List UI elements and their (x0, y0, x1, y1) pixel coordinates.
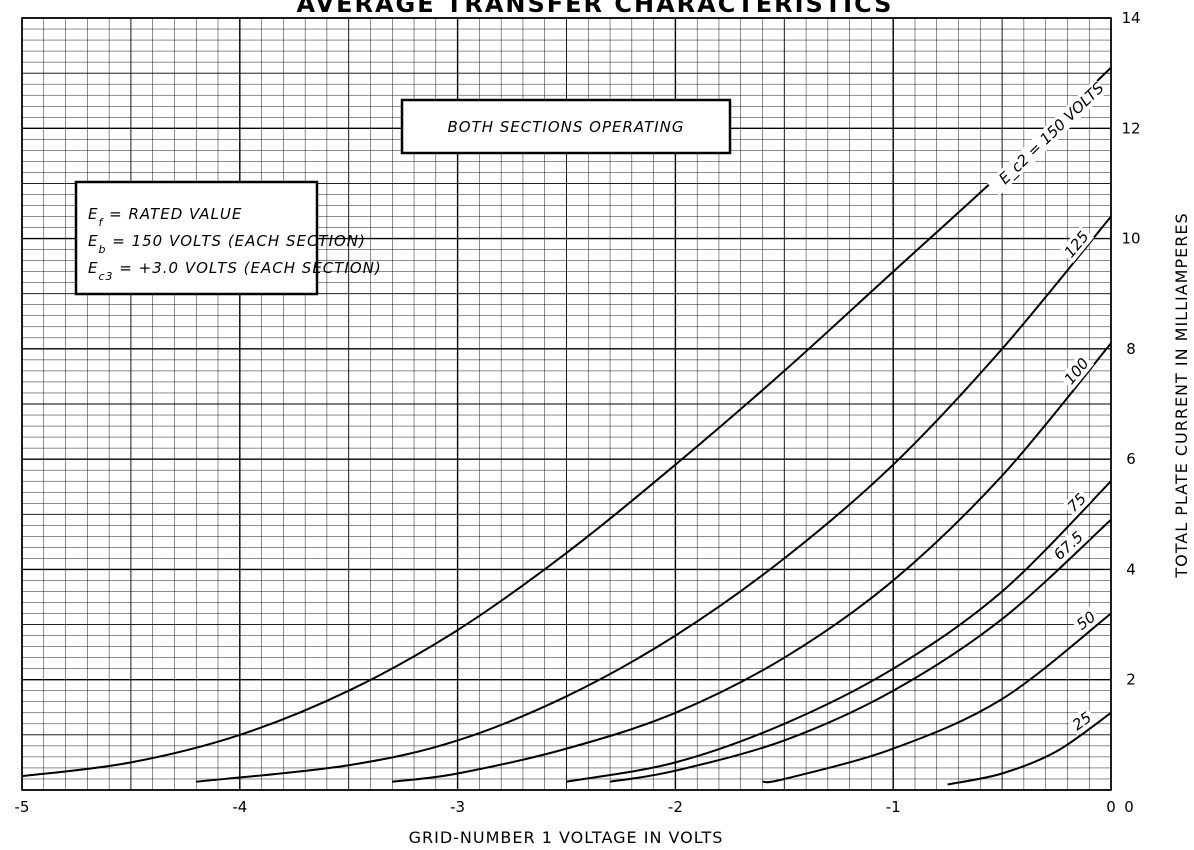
y-tick-label: 8 (1126, 340, 1136, 358)
series-line-3 (566, 480, 1112, 783)
x-axis-label: GRID-NUMBER 1 VOLTAGE IN VOLTS (409, 828, 724, 847)
y-tick-label: 4 (1126, 560, 1136, 578)
series-line-6 (947, 711, 1112, 786)
y-tick-label: 10 (1121, 230, 1140, 248)
plot-frame (21, 17, 1112, 791)
x-tick-label: -4 (232, 798, 247, 816)
y-axis-label: TOTAL PLATE CURRENT IN MILLIAMPERES (1172, 212, 1191, 578)
x-tick-label: -3 (450, 798, 465, 816)
chart-axes: -5 -4 -3 -2 -1 0 0 2 4 6 8 10 12 14 (15, 9, 1141, 816)
chart-title: AVERAGE TRANSFER CHARACTERISTICS (297, 0, 894, 18)
conditions-box: Ef = RATED VALUE Eb = 150 VOLTS (EACH SE… (74, 180, 382, 296)
y-tick-label: 6 (1126, 450, 1136, 468)
condition-ec3: Ec3 = +3.0 VOLTS (EACH SECTION) (88, 259, 382, 283)
y-tick-label: 12 (1121, 119, 1140, 137)
condition-eb: Eb = 150 VOLTS (EACH SECTION) (88, 232, 366, 256)
x-tick-label: -1 (886, 798, 901, 816)
x-tick-label: -2 (668, 798, 683, 816)
y-tick-label: 14 (1121, 9, 1140, 27)
series-line-0 (21, 66, 1112, 778)
y-tick-label: 2 (1126, 671, 1136, 689)
series-line-1 (196, 215, 1112, 783)
x-tick-label: -5 (15, 798, 30, 816)
operating-note: BOTH SECTIONS OPERATING (447, 118, 684, 136)
condition-ef: Ef = RATED VALUE (88, 205, 242, 229)
operating-note-box: BOTH SECTIONS OPERATING (400, 98, 732, 155)
series-line-4 (609, 519, 1112, 783)
y-tick-label-zero: 0 (1124, 798, 1134, 816)
series-line-2 (392, 342, 1112, 783)
series-line-5 (762, 612, 1112, 784)
x-tick-label: 0 (1106, 798, 1116, 816)
